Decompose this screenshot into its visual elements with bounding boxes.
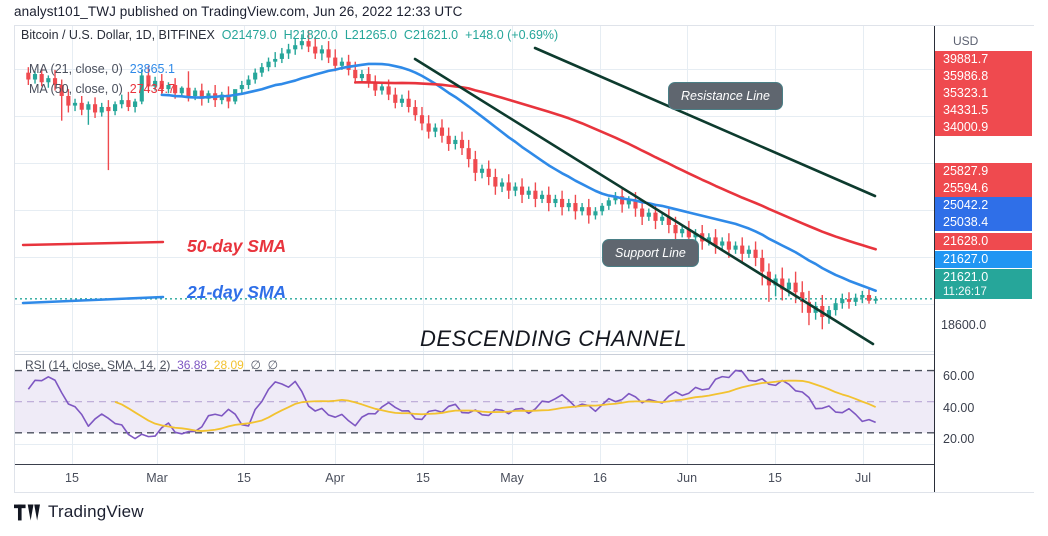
ma21-value: 23865.1: [129, 62, 175, 76]
annotation-sma21: 21-day SMA: [187, 282, 287, 302]
rsi-label: RSI (14, close, SMA, 14, 2): [25, 358, 171, 372]
gridline-v: [335, 26, 336, 354]
gridline-v: [687, 26, 688, 354]
date-tick: 16: [593, 471, 607, 485]
last-price-chip: 21621.0 11:26:17: [935, 269, 1032, 299]
gridline-h: [15, 444, 934, 445]
date-tick: May: [500, 471, 524, 485]
rsi-plot: [15, 369, 934, 440]
ohlc-high: H21820.0: [283, 28, 338, 42]
price-level-chip: 25594.6: [935, 180, 1032, 197]
ma21-legend: MA (21, close, 0) 23865.1: [29, 62, 175, 76]
symbol-label: Bitcoin / U.S. Dollar, 1D, BITFINEX: [21, 28, 215, 42]
ma21-label: MA (21, close, 0): [29, 62, 123, 76]
gridline-v: [512, 26, 513, 354]
gridline-v: [244, 26, 245, 354]
chart-frame: Bitcoin / U.S. Dollar, 1D, BITFINEX O214…: [14, 25, 1034, 493]
footer: TradingView: [14, 502, 144, 522]
rsi-value: 36.88: [177, 358, 208, 372]
callout-resistance: Resistance Line: [668, 82, 783, 110]
date-tick: 15: [768, 471, 782, 485]
price-plot: [15, 30, 934, 346]
bid-price: 21627.0: [935, 251, 1032, 268]
price-level-chip: 35986.8: [935, 68, 1032, 85]
date-axis[interactable]: 15 Mar 15 Apr 15 May 16 Jun 15 Jul: [15, 465, 934, 492]
last-price-time: 11:26:17: [943, 286, 987, 298]
rsi-baseline: [15, 464, 934, 465]
rsi-empty-2: ∅: [267, 358, 279, 372]
symbol-legend: Bitcoin / U.S. Dollar, 1D, BITFINEX O214…: [21, 28, 558, 42]
gridline-v: [72, 26, 73, 354]
tradingview-brand: TradingView: [48, 502, 144, 521]
date-tick: Jul: [855, 471, 871, 485]
date-tick: 15: [65, 471, 79, 485]
rsi-axis-label: 20.00: [943, 432, 975, 446]
annotation-title: DESCENDING CHANNEL: [420, 326, 687, 351]
callout-support-label: Support Line: [615, 246, 686, 260]
price-level-chip: 35323.1: [935, 85, 1032, 102]
rsi-legend: RSI (14, close, SMA, 14, 2) 36.88 28.09 …: [25, 358, 278, 372]
axis-unit-label: USD: [953, 34, 979, 48]
ohlc-close: C21621.0: [403, 28, 459, 42]
ohlc-open: O21479.0: [221, 28, 277, 42]
gridline-v: [775, 26, 776, 354]
date-tick: Jun: [676, 471, 698, 485]
date-tick: Apr: [325, 471, 345, 485]
price-axis[interactable]: USD 39881.7 35986.8 35323.1 34331.5 3400…: [934, 26, 1034, 492]
price-level-chip: 34000.9: [935, 119, 1032, 136]
callout-support: Support Line: [602, 239, 699, 267]
callout-resistance-label: Resistance Line: [681, 89, 770, 103]
ask-price: 21628.0: [935, 233, 1032, 250]
rsi-axis-label: 60.00: [943, 369, 975, 383]
gridline-h: [15, 116, 934, 117]
gridline-h: [15, 304, 934, 305]
price-level-chip: 25827.9: [935, 163, 1032, 180]
ohlc-low: L21265.0: [344, 28, 397, 42]
gridline-h: [15, 210, 934, 211]
gridline-h: [15, 257, 934, 258]
ma50-label: MA (50, close, 0): [29, 82, 123, 96]
ma50-value: 27434.7: [129, 82, 175, 96]
last-price-value: 21621.0: [943, 270, 989, 284]
price-level-chip: 34331.5: [935, 102, 1032, 119]
gridline-v: [600, 26, 601, 354]
rsi-pane[interactable]: RSI (14, close, SMA, 14, 2) 36.88 28.09 …: [15, 355, 934, 464]
date-tick: 15: [416, 471, 430, 485]
gridline-h: [15, 351, 934, 352]
gridline-v: [423, 26, 424, 354]
publication-line: analyst101_TWJ published on TradingView.…: [14, 4, 463, 19]
ohlc-change: +148.0 (+0.69%): [465, 28, 559, 42]
price-label: 18600.0: [941, 318, 987, 332]
price-level-chip: 25038.4: [935, 214, 1032, 231]
annotation-sma50: 50-day SMA: [187, 236, 287, 256]
price-level-chip: 39881.7: [935, 51, 1032, 68]
pane-separator: [15, 354, 934, 355]
price-level-chip: 25042.2: [935, 197, 1032, 214]
date-tick: 15: [237, 471, 251, 485]
tradingview-logo-icon: [14, 504, 40, 520]
rsi-empty-1: ∅: [250, 358, 261, 372]
price-pane[interactable]: Bitcoin / U.S. Dollar, 1D, BITFINEX O214…: [15, 26, 934, 354]
gridline-v: [157, 26, 158, 354]
rsi-sma-value: 28.09: [213, 358, 244, 372]
rsi-axis-label: 40.00: [943, 401, 975, 415]
date-tick: Mar: [146, 471, 168, 485]
ma50-legend: MA (50, close, 0) 27434.7: [29, 82, 175, 96]
gridline-h: [15, 69, 934, 70]
